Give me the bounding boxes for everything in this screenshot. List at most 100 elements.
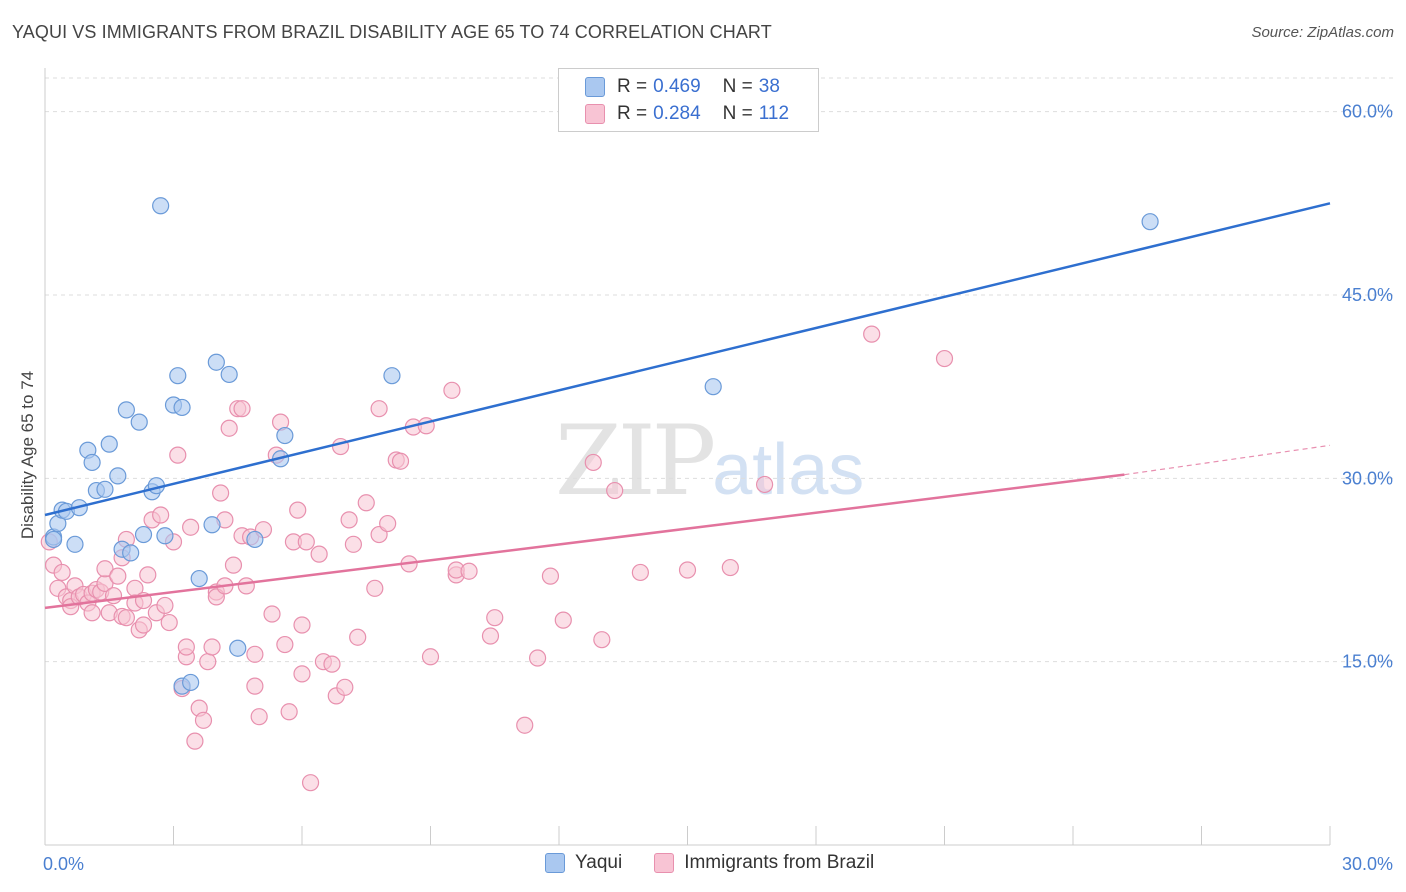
brazil-point [224, 556, 243, 574]
brazil-point [280, 703, 298, 721]
brazil-point [182, 518, 200, 536]
brazil-point [863, 325, 881, 343]
brazil-point [935, 349, 954, 368]
brazil-trend-extension [1124, 444, 1331, 476]
brazil-point [289, 501, 307, 519]
yaqui-point [276, 426, 294, 445]
yaqui-point [1141, 213, 1159, 231]
brazil-point [721, 558, 739, 577]
brazil-trend-line [44, 473, 1125, 610]
brazil-point [156, 596, 174, 615]
x-tick-label: 30.0% [1342, 854, 1393, 874]
brazil-point [370, 400, 388, 418]
brazil-point [212, 484, 230, 502]
brazil-point [323, 655, 341, 673]
yaqui-point [83, 453, 101, 472]
brazil-point [301, 774, 320, 792]
yaqui-point [122, 544, 140, 562]
legend-label-brazil: Immigrants from Brazil [684, 852, 875, 873]
brazil-point [220, 419, 238, 437]
brazil-point [541, 567, 560, 585]
brazil-point [593, 631, 611, 649]
brazil-point [233, 400, 251, 418]
brazil-point [117, 609, 135, 627]
brazil-point [203, 638, 221, 656]
series-legend: Yaqui Immigrants from Brazil [545, 852, 906, 874]
yaqui-point [190, 569, 208, 588]
legend-r-value: 0.284 [653, 103, 701, 124]
brazil-point [96, 560, 114, 578]
yaqui-point [117, 401, 135, 419]
brazil-point [246, 677, 264, 695]
brazil-point [276, 635, 294, 654]
brazil-point [421, 648, 440, 666]
yaqui-point [173, 398, 191, 417]
source-label: Source: ZipAtlas.com [1251, 24, 1394, 41]
brazil-point [366, 579, 384, 597]
yaqui-point [100, 435, 118, 453]
y-tick-label: 60.0% [1342, 102, 1393, 122]
brazil-point [83, 604, 101, 622]
brazil-point [631, 563, 649, 582]
brazil-point [160, 613, 178, 632]
brazil-point [391, 452, 410, 470]
brazil-point [246, 645, 264, 663]
brazil-point [186, 732, 204, 750]
legend-row-brazil: R = 0.284 N = 112 [585, 102, 789, 126]
brazil-point [53, 563, 71, 582]
brazil-point [199, 653, 217, 671]
legend-label-yaqui: Yaqui [575, 852, 623, 873]
yaqui-point [109, 467, 127, 485]
legend-swatch-brazil [654, 853, 675, 873]
yaqui-point [229, 639, 247, 657]
brazil-point [263, 605, 281, 623]
chart-title: YAQUI VS IMMIGRANTS FROM BRAZIL DISABILI… [12, 22, 772, 42]
yaqui-trend-line [44, 202, 1331, 517]
y-tick-label: 15.0% [1342, 652, 1393, 672]
correlation-legend: R = 0.469 N = 38 R = 0.284 N = 112 [558, 68, 819, 132]
brazil-point [486, 609, 504, 627]
brazil-point [250, 708, 268, 726]
watermark-atlas: atlas [712, 430, 865, 510]
yaqui-point [156, 527, 174, 545]
yaqui-point [203, 516, 221, 534]
legend-n-value: 38 [758, 76, 780, 97]
yaqui-point [134, 525, 153, 544]
legend-row-yaqui: R = 0.469 N = 38 [585, 75, 780, 99]
yaqui-point [44, 530, 63, 549]
y-axis-label: Disability Age 65 to 74 [18, 371, 37, 539]
brazil-point [481, 627, 500, 645]
watermark-zip: ZIP [555, 405, 716, 517]
yaqui-point [704, 378, 722, 396]
brazil-point [528, 649, 547, 667]
legend-n-label: N = [722, 103, 753, 124]
brazil-point [678, 561, 697, 579]
yaqui-point [96, 480, 114, 498]
brazil-point [460, 562, 478, 580]
brazil-point [293, 616, 311, 634]
yaqui-point [182, 673, 200, 692]
brazil-point [336, 678, 354, 696]
y-tick-label: 45.0% [1342, 285, 1393, 305]
brazil-point [554, 611, 572, 629]
brazil-point [293, 665, 311, 683]
brazil-point [169, 446, 187, 464]
legend-swatch-brazil [585, 104, 605, 124]
x-tick-label: 0.0% [43, 854, 84, 874]
brazil-point [584, 453, 602, 472]
brazil-point [606, 481, 624, 500]
legend-r-label: R = [617, 103, 648, 124]
brazil-point [109, 567, 127, 585]
legend-item-yaqui[interactable]: Yaqui [545, 852, 622, 874]
yaqui-point [66, 535, 84, 553]
legend-item-brazil[interactable]: Immigrants from Brazil [654, 852, 874, 874]
yaqui-point [207, 353, 225, 371]
yaqui-point [383, 367, 401, 385]
yaqui-point [152, 197, 170, 215]
yaqui-point [169, 367, 187, 385]
brazil-point [194, 711, 213, 729]
legend-r-value: 0.469 [653, 76, 701, 97]
brazil-point [344, 535, 362, 553]
yaqui-point [130, 413, 148, 431]
